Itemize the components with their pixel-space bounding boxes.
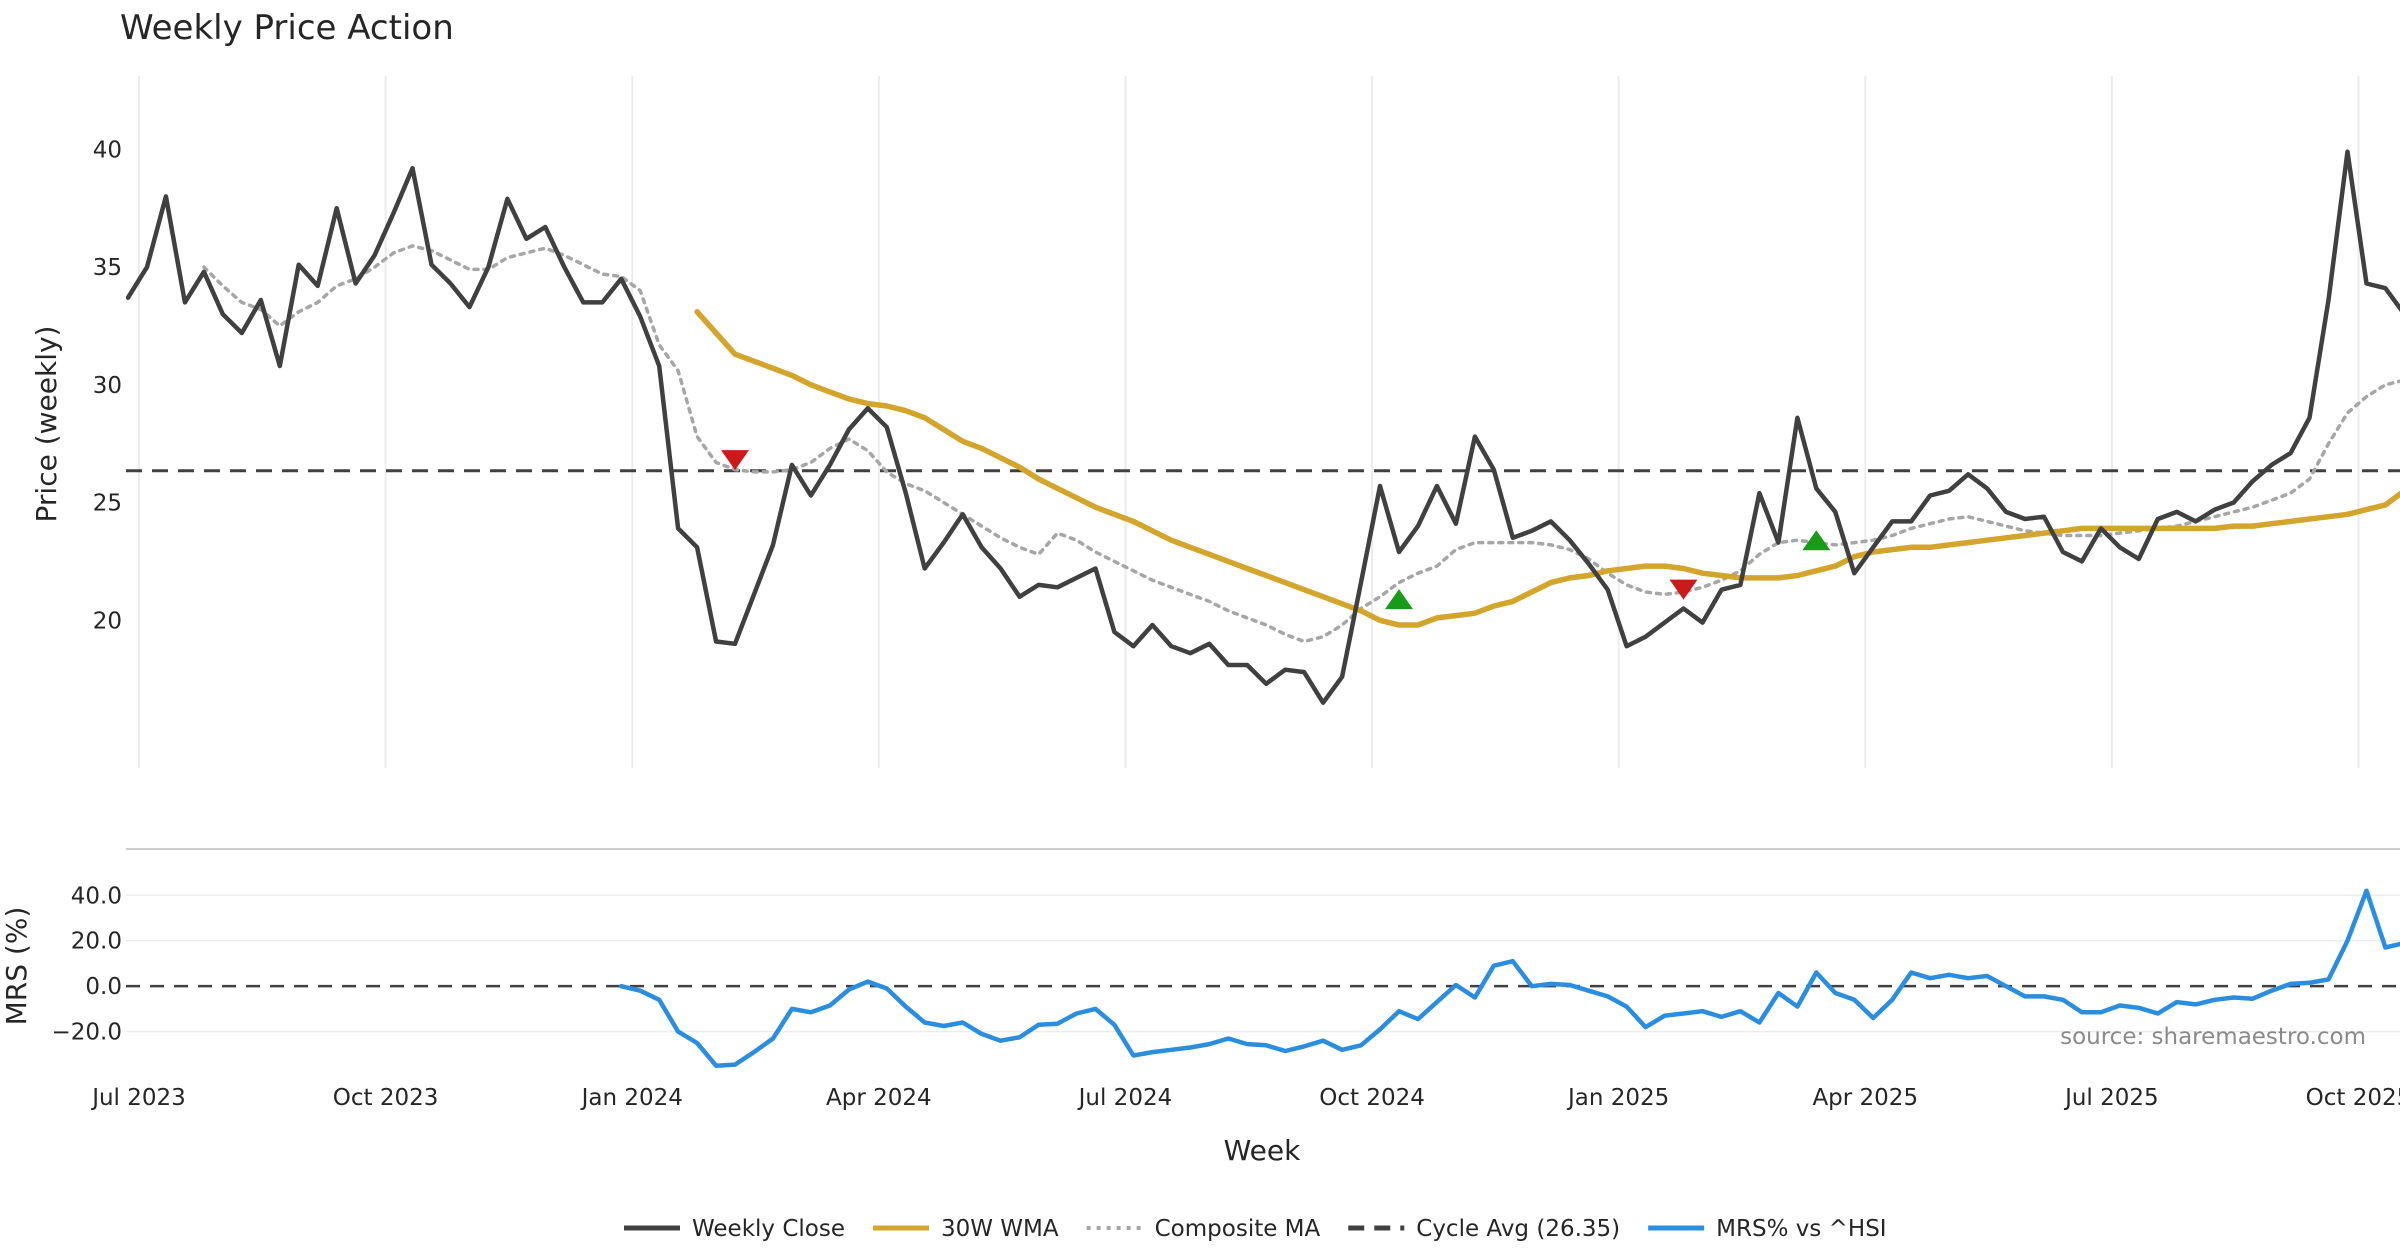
legend-item-cycle-avg-26-35: Cycle Avg (26.35) [1348,1216,1620,1242]
chart-title: Weekly Price Action [120,8,454,48]
mrs-series [126,888,2400,1068]
price-y-axis-label: Price (weekly) [30,326,63,523]
series-line-30w-wma [694,309,2400,628]
x-tick-apr-2024: Apr 2024 [826,1085,932,1111]
mrs-y-ticks: 40.0 20.0 0.0 −20.0 [52,883,122,1045]
price-series [126,149,2400,705]
x-tick-jul-2025: Jul 2025 [2063,1085,2159,1111]
legend-label-cycle-avg-26-35: Cycle Avg (26.35) [1416,1216,1620,1242]
sell-signal-marker-1 [721,450,750,471]
price-y-ticks: 20 25 30 35 40 [93,137,122,634]
series-line-composite-ma [202,244,2400,644]
buy-signal-marker-2 [1384,589,1413,610]
x-tick-jan-2025: Jan 2025 [1566,1085,1669,1111]
series-line-mrs-vs-hsi [618,888,2400,1068]
mrs-y-tick-40-0: 40.0 [71,883,122,909]
price-y-tick-20: 20 [93,608,122,634]
signal-markers [721,450,1831,610]
price-gridlines [138,76,2360,768]
price-y-tick-30: 30 [93,373,122,399]
x-tick-apr-2025: Apr 2025 [1812,1085,1918,1111]
legend-item-weekly-close: Weekly Close [624,1216,845,1242]
mrs-y-tick-20-0: −20.0 [52,1020,122,1046]
x-ticks: Jul 2023 Oct 2023 Jan 2024 Apr 2024 Jul 2024… [90,1085,2400,1111]
legend-item-30w-wma: 30W WMA [872,1216,1059,1242]
price-y-tick-25: 25 [93,491,122,517]
mrs-y-tick-0-0: 0.0 [85,974,122,1000]
series-line-weekly-close [126,149,2400,705]
x-tick-jul-2023: Jul 2023 [90,1085,186,1111]
legend-item-mrs-vs-hsi: MRS% vs ^HSI [1648,1216,1887,1242]
legend-item-composite-ma: Composite MA [1086,1216,1321,1242]
mrs-gridlines [126,894,2400,1033]
legend-label-mrs-vs-hsi: MRS% vs ^HSI [1716,1216,1886,1242]
mrs-y-axis-label: MRS (%) [0,907,33,1026]
sell-signal-marker-3 [1669,579,1698,600]
legend: Weekly Close 30W WMA Composite MA Cycle Avg… [624,1216,1887,1242]
x-tick-oct-2023: Oct 2023 [333,1085,439,1111]
x-tick-oct-2025: Oct 2025 [2306,1085,2400,1111]
price-y-tick-35: 35 [93,255,122,281]
price-y-tick-40: 40 [93,137,122,163]
source-text: source: sharemaestro.com [2060,1024,2366,1050]
legend-label-composite-ma: Composite MA [1155,1216,1321,1242]
x-tick-jan-2024: Jan 2024 [580,1085,683,1111]
buy-signal-marker-4 [1802,530,1831,551]
x-axis-label: Week [1224,1134,1301,1167]
legend-label-30w-wma: 30W WMA [941,1216,1059,1242]
mrs-y-tick-20-0: 20.0 [71,929,122,955]
x-tick-oct-2024: Oct 2024 [1319,1085,1425,1111]
x-tick-jul-2024: Jul 2024 [1077,1085,1173,1111]
legend-label-weekly-close: Weekly Close [692,1216,845,1242]
